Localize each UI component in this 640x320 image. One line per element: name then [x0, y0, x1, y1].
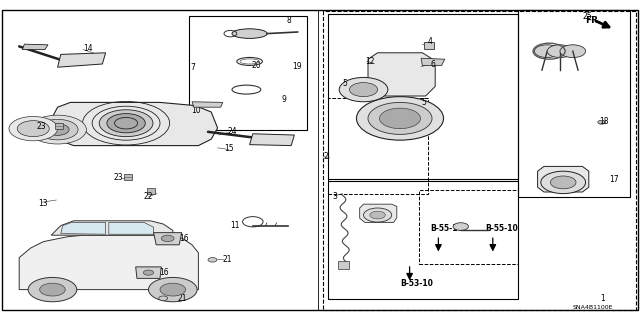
- Text: SNA4B1100E: SNA4B1100E: [573, 305, 613, 310]
- Text: FR.: FR.: [585, 16, 602, 25]
- Bar: [323, 11, 636, 310]
- Text: 14: 14: [83, 44, 93, 53]
- Polygon shape: [22, 44, 48, 50]
- Text: 5: 5: [342, 79, 348, 88]
- Text: 1: 1: [600, 294, 605, 303]
- Circle shape: [534, 45, 560, 58]
- Circle shape: [40, 283, 65, 296]
- Circle shape: [598, 120, 605, 124]
- Text: 10: 10: [191, 106, 200, 115]
- Polygon shape: [61, 222, 106, 234]
- Polygon shape: [19, 235, 198, 290]
- Circle shape: [349, 83, 378, 97]
- Circle shape: [107, 114, 145, 133]
- Polygon shape: [52, 102, 218, 146]
- Circle shape: [356, 97, 444, 140]
- Circle shape: [364, 208, 392, 222]
- Text: 23: 23: [114, 173, 124, 182]
- Text: 16: 16: [159, 268, 168, 277]
- Bar: [338, 261, 349, 269]
- Bar: [147, 188, 155, 194]
- Polygon shape: [368, 53, 435, 96]
- Polygon shape: [421, 58, 445, 66]
- Text: 20: 20: [252, 61, 261, 70]
- Text: B-53-10: B-53-10: [400, 279, 433, 288]
- Circle shape: [148, 277, 197, 302]
- Polygon shape: [136, 267, 161, 278]
- Circle shape: [368, 102, 432, 134]
- Text: 5: 5: [421, 98, 426, 107]
- Polygon shape: [58, 53, 106, 67]
- Text: 23: 23: [36, 122, 46, 131]
- Text: 9: 9: [282, 95, 287, 104]
- Circle shape: [380, 108, 420, 129]
- Bar: [124, 174, 132, 180]
- Circle shape: [339, 77, 388, 102]
- Circle shape: [453, 223, 468, 230]
- Text: 4: 4: [428, 37, 433, 46]
- Circle shape: [159, 296, 168, 300]
- Circle shape: [9, 116, 58, 141]
- Polygon shape: [424, 42, 434, 49]
- Text: 22: 22: [143, 192, 153, 201]
- Polygon shape: [51, 221, 173, 235]
- Circle shape: [370, 211, 385, 219]
- Bar: [189, 16, 307, 130]
- Text: 11: 11: [230, 221, 240, 230]
- Text: 8: 8: [287, 16, 291, 25]
- Bar: [328, 14, 518, 179]
- Polygon shape: [360, 204, 397, 222]
- Text: B-55-10: B-55-10: [430, 224, 463, 233]
- Circle shape: [37, 119, 78, 140]
- Text: 12: 12: [365, 57, 374, 66]
- Circle shape: [46, 124, 69, 135]
- Text: 19: 19: [292, 62, 301, 71]
- Text: 17: 17: [609, 175, 619, 184]
- Circle shape: [143, 270, 154, 275]
- Ellipse shape: [232, 29, 268, 38]
- Text: 21: 21: [178, 294, 188, 303]
- Circle shape: [560, 45, 586, 58]
- Text: 13: 13: [38, 199, 48, 208]
- Text: 6: 6: [430, 60, 435, 69]
- Text: B-55-10: B-55-10: [485, 224, 518, 233]
- Circle shape: [541, 171, 586, 194]
- Polygon shape: [109, 222, 154, 234]
- Circle shape: [29, 115, 86, 144]
- Text: 24: 24: [227, 127, 237, 136]
- Text: 15: 15: [224, 144, 234, 153]
- Bar: [518, 10, 630, 197]
- Circle shape: [17, 121, 49, 137]
- Circle shape: [550, 176, 576, 189]
- Circle shape: [161, 235, 174, 242]
- Text: 3: 3: [333, 192, 338, 201]
- Bar: [328, 181, 518, 299]
- Text: 25: 25: [582, 12, 592, 21]
- Circle shape: [547, 45, 573, 58]
- Polygon shape: [250, 134, 294, 146]
- Polygon shape: [538, 166, 589, 192]
- Circle shape: [99, 110, 153, 137]
- Bar: [328, 98, 428, 194]
- Text: 21: 21: [223, 255, 232, 264]
- Text: 16: 16: [179, 234, 189, 243]
- Text: 7: 7: [191, 63, 196, 72]
- Text: 18: 18: [600, 117, 609, 126]
- Bar: [55, 123, 63, 129]
- Bar: [419, 190, 518, 264]
- Text: 2: 2: [323, 152, 328, 161]
- Circle shape: [208, 258, 217, 262]
- Polygon shape: [154, 233, 182, 245]
- Circle shape: [28, 277, 77, 302]
- Polygon shape: [192, 102, 223, 107]
- Circle shape: [160, 283, 186, 296]
